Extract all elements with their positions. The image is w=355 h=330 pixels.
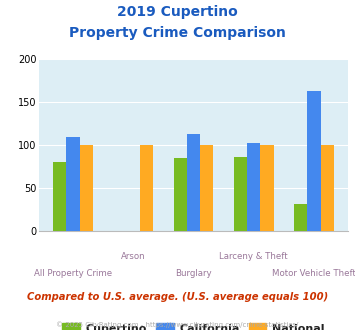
Bar — [294, 204, 307, 231]
Bar — [140, 145, 153, 231]
Bar — [53, 162, 66, 231]
Bar — [260, 145, 274, 231]
Bar — [174, 158, 187, 231]
Bar — [80, 145, 93, 231]
Bar — [234, 157, 247, 231]
Bar — [66, 137, 80, 231]
Text: Larceny & Theft: Larceny & Theft — [219, 251, 288, 261]
Bar — [200, 145, 213, 231]
Text: © 2025 CityRating.com - https://www.cityrating.com/crime-statistics/: © 2025 CityRating.com - https://www.city… — [56, 322, 299, 328]
Text: Burglary: Burglary — [175, 269, 212, 278]
Text: Compared to U.S. average. (U.S. average equals 100): Compared to U.S. average. (U.S. average … — [27, 292, 328, 302]
Bar — [307, 91, 321, 231]
Bar — [321, 145, 334, 231]
Bar — [187, 134, 200, 231]
Text: 2019 Cupertino: 2019 Cupertino — [117, 5, 238, 19]
Legend: Cupertino, California, National: Cupertino, California, National — [58, 319, 329, 330]
Text: Motor Vehicle Theft: Motor Vehicle Theft — [272, 269, 355, 278]
Text: All Property Crime: All Property Crime — [34, 269, 112, 278]
Bar — [247, 143, 260, 231]
Text: Arson: Arson — [121, 251, 146, 261]
Text: Property Crime Comparison: Property Crime Comparison — [69, 26, 286, 40]
